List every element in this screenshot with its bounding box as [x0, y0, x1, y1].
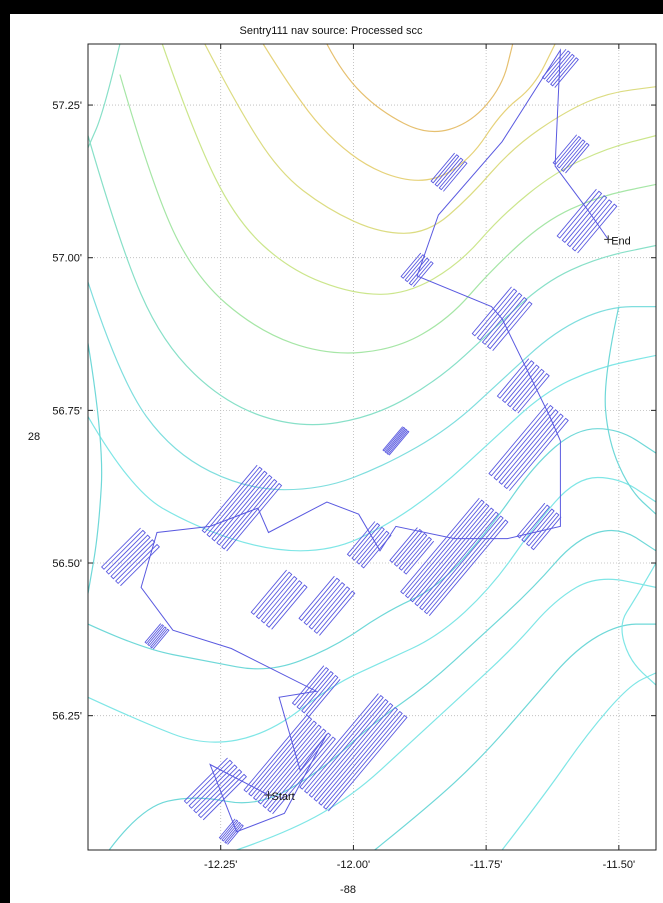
survey-lines: [299, 693, 408, 812]
contour-line: [161, 44, 656, 295]
survey-lines: [541, 48, 579, 88]
x-tick-label: -11.50': [603, 859, 635, 871]
survey-block: [389, 527, 435, 575]
survey-lines: [201, 464, 283, 552]
survey-block: [201, 464, 283, 552]
survey-lines: [430, 152, 468, 192]
end-label: End: [611, 235, 631, 247]
contour-line: [604, 306, 656, 515]
contour-line: [88, 135, 656, 426]
survey-block: [400, 497, 509, 616]
survey-lines: [144, 623, 170, 650]
contour-line: [501, 672, 656, 850]
survey-lines: [183, 757, 248, 821]
axis-ticks: -12.25' -12.00' -11.75' -11.50' 56.25' 56.50'…: [52, 44, 656, 871]
contour-line: [204, 44, 656, 234]
route-line: [140, 48, 609, 833]
survey-lines: [400, 252, 434, 288]
contour-line: [262, 44, 556, 181]
contour-line: [88, 44, 121, 149]
survey-lines: [552, 134, 590, 174]
survey-block: [430, 152, 468, 192]
track-markers: Start End: [264, 235, 631, 803]
survey-blocks: [101, 48, 618, 845]
survey-block: [218, 818, 244, 845]
survey-block: [298, 575, 356, 636]
survey-lines: [101, 527, 160, 587]
survey-block: [291, 665, 341, 718]
y-tick-label: 57.25': [52, 100, 82, 112]
contour-line: [621, 562, 656, 686]
survey-block: [400, 252, 434, 288]
y-tick-label: 56.75': [52, 405, 82, 417]
survey-block: [101, 527, 160, 587]
survey-lines: [389, 527, 435, 575]
survey-lines: [400, 497, 509, 616]
survey-block: [552, 134, 590, 174]
axes-frame: [87, 43, 657, 851]
survey-lines: [243, 714, 336, 815]
x-tick-label: -12.25': [204, 859, 237, 871]
survey-lines: [291, 665, 341, 718]
survey-lines: [488, 403, 569, 491]
y-tick-label: 56.50': [52, 558, 82, 570]
survey-block: [243, 714, 336, 815]
survey-lines: [382, 426, 410, 456]
contour-line: [88, 476, 656, 743]
survey-block: [541, 48, 579, 88]
survey-block: [346, 521, 392, 569]
vehicle-track: [140, 48, 609, 833]
contour-line: [88, 428, 656, 670]
y-tick-label: 57.00': [52, 253, 82, 265]
figure-background: [10, 14, 663, 903]
grid: [88, 44, 656, 850]
survey-lines: [218, 818, 244, 845]
contour-line: [236, 578, 656, 850]
survey-lines: [556, 188, 618, 254]
survey-block: [250, 569, 308, 630]
survey-lines: [250, 569, 308, 630]
contour-line: [119, 74, 656, 354]
survey-block: [516, 502, 562, 551]
y-tick-label: 56.25': [52, 711, 82, 723]
survey-block: [144, 623, 170, 650]
survey-lines: [516, 502, 562, 551]
y-axis-label: 28: [28, 431, 40, 443]
contour-line: [88, 354, 656, 552]
survey-block: [183, 757, 248, 821]
survey-lines: [298, 575, 356, 636]
survey-block: [382, 426, 410, 456]
contour-line: [326, 44, 514, 133]
survey-block: [556, 188, 618, 254]
x-tick-label: -12.00': [337, 859, 370, 871]
chart-title: Sentry111 nav source: Processed scc: [239, 25, 423, 37]
survey-block: [488, 403, 569, 491]
x-axis-label: -88: [340, 884, 356, 896]
contour-line: [88, 281, 656, 491]
survey-lines: [346, 521, 392, 569]
survey-block: [299, 693, 408, 812]
start-label: Start: [271, 791, 294, 803]
contour-line: [88, 343, 103, 594]
contour-line: [374, 623, 656, 850]
x-tick-label: -11.75': [470, 859, 502, 871]
